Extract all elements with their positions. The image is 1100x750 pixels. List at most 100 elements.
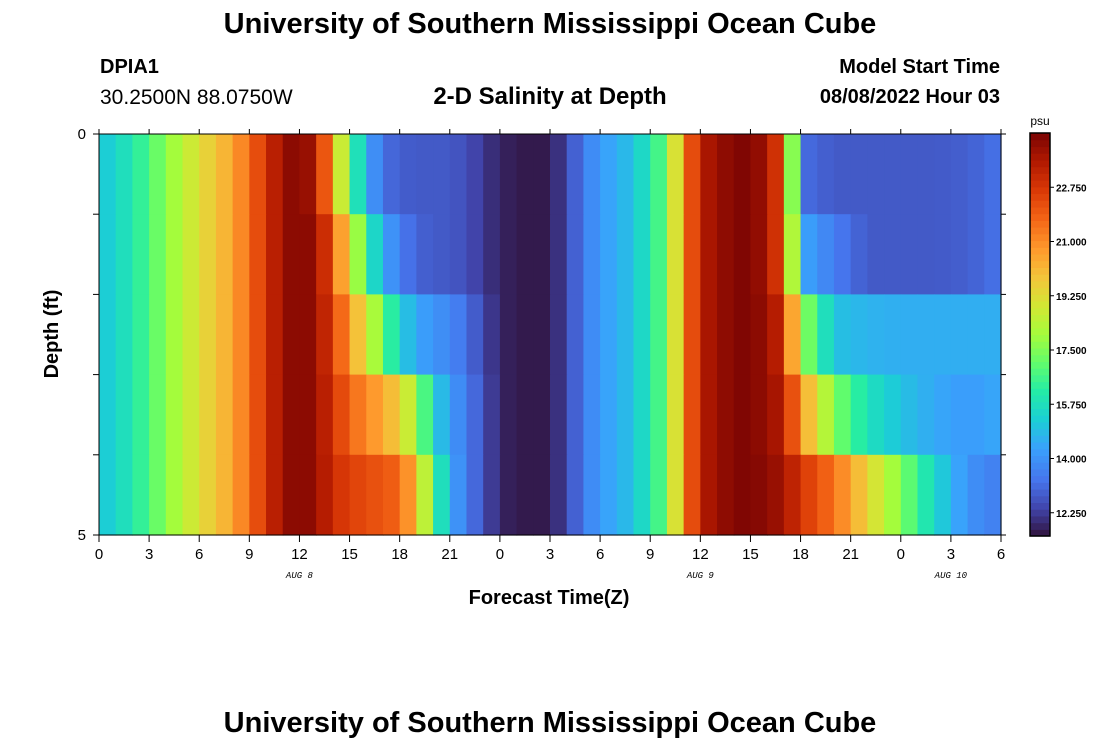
heatmap-cell — [132, 214, 150, 295]
heatmap-cell — [650, 134, 668, 215]
heatmap-cell — [533, 134, 551, 215]
heatmap-cell — [165, 294, 184, 376]
heatmap-cell — [767, 374, 785, 456]
colorbar-segment — [1030, 502, 1050, 510]
heatmap-cell — [900, 214, 919, 295]
x-date-label: AUG 10 — [934, 571, 968, 581]
heatmap-cell — [449, 214, 468, 295]
model-start-label: Model Start Time — [839, 56, 1000, 78]
station-id: DPIA1 — [100, 56, 159, 78]
heatmap-cell — [533, 454, 551, 536]
heatmap-cell — [199, 134, 217, 215]
heatmap-cell — [499, 454, 518, 536]
heatmap-cell — [867, 214, 885, 295]
heatmap-cell — [115, 374, 133, 456]
heatmap-cell — [349, 134, 367, 215]
colorbar-segment — [1030, 341, 1050, 349]
heatmap-cell — [984, 294, 1002, 376]
heatmap-cell — [433, 454, 451, 536]
model-start-value: 08/08/2022 Hour 03 — [819, 86, 1000, 108]
heatmap-cell — [316, 374, 334, 456]
heatmap-cell — [717, 134, 735, 215]
heatmap-cell — [783, 214, 802, 295]
heatmap-cell — [800, 214, 818, 295]
heatmap-cell — [182, 374, 200, 456]
heatmap-cell — [433, 214, 451, 295]
heatmap-cell — [917, 294, 935, 376]
colorbar-segment — [1030, 509, 1050, 517]
x-tick-label: 3 — [546, 546, 554, 563]
heatmap-cell — [934, 214, 952, 295]
heatmap-cell — [884, 134, 902, 215]
heatmap-cell — [683, 214, 701, 295]
heatmap-cell — [650, 214, 668, 295]
heatmap-cell — [299, 374, 317, 456]
heatmap-cell — [800, 294, 818, 376]
heatmap-cell — [416, 214, 434, 295]
heatmap-cell — [215, 214, 234, 295]
heatmap-cells — [99, 134, 1002, 536]
heatmap-cell — [499, 214, 518, 295]
heatmap-cell — [867, 134, 885, 215]
heatmap-cell — [833, 454, 852, 536]
colorbar-segment — [1030, 186, 1050, 195]
heatmap-cell — [115, 134, 133, 215]
heatmap-cell — [132, 374, 150, 456]
x-date-label: AUG 9 — [686, 571, 715, 581]
heatmap-cell — [984, 454, 1002, 536]
heatmap-cell — [867, 374, 885, 456]
heatmap-cell — [182, 134, 200, 215]
heatmap-cell — [600, 454, 618, 536]
heatmap-cell — [884, 294, 902, 376]
heatmap-cell — [449, 294, 468, 376]
heatmap-cell — [182, 454, 200, 536]
heatmap-cell — [867, 454, 885, 536]
heatmap-cell — [149, 374, 167, 456]
heatmap-cell — [316, 454, 334, 536]
heatmap-cell — [199, 294, 217, 376]
heatmap-cell — [332, 134, 351, 215]
heatmap-cell — [833, 294, 852, 376]
colorbar-segment — [1030, 368, 1050, 376]
x-tick-label: 15 — [341, 546, 358, 563]
heatmap-cell — [733, 454, 752, 536]
heatmap-cell — [232, 374, 250, 456]
heatmap-cell — [115, 294, 133, 376]
heatmap-cell — [165, 134, 184, 215]
heatmap-cell — [382, 374, 401, 456]
heatmap-cell — [366, 374, 384, 456]
colorbar-segment — [1030, 415, 1050, 423]
heatmap-cell — [633, 134, 651, 215]
heatmap-cell — [366, 294, 384, 376]
colorbar-tick-label: 14.000 — [1056, 455, 1087, 466]
colorbar-segment — [1030, 488, 1050, 497]
heatmap-cell — [700, 134, 718, 215]
x-tick-label: 0 — [95, 546, 103, 563]
heatmap-cell — [382, 214, 401, 295]
footer-title: University of Southern Mississippi Ocean… — [223, 707, 877, 739]
colorbar-segment — [1030, 482, 1050, 490]
heatmap-cell — [783, 454, 802, 536]
heatmap-cell — [950, 454, 969, 536]
colorbar-tick-label: 21.000 — [1056, 238, 1087, 249]
colorbar-segment — [1030, 274, 1050, 282]
heatmap-cell — [399, 214, 417, 295]
colorbar-segment — [1030, 475, 1050, 483]
colorbar-segment — [1030, 462, 1050, 470]
heatmap-cell — [666, 134, 685, 215]
heatmap-cell — [633, 214, 651, 295]
heatmap-cell — [550, 214, 568, 295]
colorbar-segment — [1030, 220, 1050, 228]
heatmap-cell — [616, 294, 635, 376]
heatmap-cell — [299, 454, 317, 536]
chart-title: University of Southern Mississippi Ocean… — [223, 8, 877, 40]
heatmap-cell — [249, 374, 267, 456]
heatmap-cell — [934, 374, 952, 456]
y-tick-label: 0 — [78, 126, 86, 143]
heatmap-cell — [483, 214, 501, 295]
heatmap-cell — [466, 454, 484, 536]
colorbar-tick-label: 17.500 — [1056, 346, 1087, 357]
heatmap-cell — [616, 134, 635, 215]
heatmap-cell — [967, 134, 985, 215]
